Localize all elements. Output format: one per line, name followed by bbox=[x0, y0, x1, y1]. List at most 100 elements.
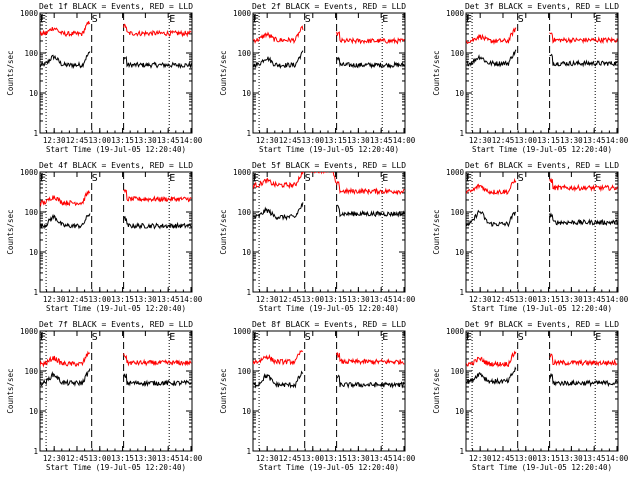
y-tick-label: 1 bbox=[33, 288, 38, 297]
x-tick-label: 13:45 bbox=[157, 454, 180, 463]
data-area bbox=[40, 172, 192, 292]
x-tick-label: 12:45 bbox=[66, 136, 89, 145]
y-tick-label: 100 bbox=[24, 367, 38, 376]
y-tick-label: 1000 bbox=[446, 327, 465, 336]
x-tick-label: 13:30 bbox=[560, 295, 583, 304]
x-tick-label: 13:30 bbox=[347, 454, 370, 463]
events-series-line bbox=[549, 373, 618, 388]
events-series-line bbox=[336, 56, 405, 69]
y-axis-label: Counts/sec bbox=[432, 50, 441, 95]
x-tick-label: 13:15 bbox=[324, 295, 347, 304]
x-tick-label: 13:45 bbox=[583, 454, 606, 463]
x-tick-label: 14:00 bbox=[393, 454, 416, 463]
marker-E: E bbox=[169, 173, 175, 184]
y-tick-label: 10 bbox=[29, 248, 39, 257]
marker-E: E bbox=[382, 14, 388, 25]
plot-frame bbox=[252, 330, 406, 452]
events-series-line bbox=[549, 53, 618, 68]
x-axis-label: Start Time (19-Jul-05 12:20:40) bbox=[46, 463, 186, 472]
events-series-line bbox=[40, 213, 91, 230]
y-tick-label: 100 bbox=[24, 208, 38, 217]
x-axis-label: Start Time (19-Jul-05 12:20:40) bbox=[259, 304, 399, 313]
lld-series-line bbox=[549, 32, 618, 45]
x-tick-label: 13:00 bbox=[301, 136, 324, 145]
x-tick-label: 13:00 bbox=[514, 136, 537, 145]
x-tick-label: 14:00 bbox=[606, 136, 629, 145]
events-series-line bbox=[253, 202, 304, 221]
y-axis-label: Counts/sec bbox=[432, 209, 441, 254]
events-series-line bbox=[123, 373, 192, 388]
y-tick-label: 1000 bbox=[233, 168, 252, 177]
lld-series-line bbox=[336, 180, 405, 196]
lld-series-line bbox=[253, 172, 304, 190]
x-tick-label: 13:45 bbox=[370, 295, 393, 304]
x-tick-label: 12:45 bbox=[492, 136, 515, 145]
marker-E: E bbox=[595, 14, 601, 25]
x-tick-label: 12:45 bbox=[279, 136, 302, 145]
y-tick-label: 100 bbox=[450, 49, 464, 58]
plot-frame bbox=[252, 171, 406, 293]
plot-panel-5: Det 5f BLACK = Events, RED = LLD 1 10 100 10… bbox=[219, 161, 416, 313]
plot-title: Det 2f BLACK = Events, RED = LLD bbox=[252, 2, 406, 11]
lld-series-line bbox=[123, 189, 192, 203]
plot-panel-9: Det 9f BLACK = Events, RED = LLD 1 10 100 10… bbox=[432, 320, 629, 472]
x-axis-label: Start Time (19-Jul-05 12:20:40) bbox=[472, 463, 612, 472]
events-series-line bbox=[123, 55, 192, 69]
plot-panel-4: Det 4f BLACK = Events, RED = LLD 1 10 100 10… bbox=[6, 161, 203, 313]
plot-panel-1: Det 1f BLACK = Events, RED = LLD 1 10 100 10… bbox=[6, 2, 203, 154]
events-series-line bbox=[336, 374, 405, 389]
x-tick-label: 13:00 bbox=[88, 295, 111, 304]
marker-S: S bbox=[518, 173, 524, 184]
lld-series-line bbox=[40, 21, 91, 38]
marker-E: E bbox=[466, 173, 472, 184]
plot-title: Det 4f BLACK = Events, RED = LLD bbox=[39, 161, 193, 170]
x-tick-label: 12:30 bbox=[469, 295, 492, 304]
x-tick-label: 13:00 bbox=[301, 295, 324, 304]
lld-series-line bbox=[253, 350, 304, 366]
y-axis-label: Counts/sec bbox=[219, 50, 228, 95]
plot-frame bbox=[465, 12, 619, 134]
x-tick-label: 12:30 bbox=[469, 454, 492, 463]
x-tick-label: 13:15 bbox=[537, 136, 560, 145]
plot-title: Det 3f BLACK = Events, RED = LLD bbox=[465, 2, 619, 11]
x-tick-label: 14:00 bbox=[606, 454, 629, 463]
x-tick-label: 13:00 bbox=[514, 454, 537, 463]
x-tick-label: 13:45 bbox=[370, 136, 393, 145]
marker-E: E bbox=[40, 173, 46, 184]
y-tick-label: 10 bbox=[455, 407, 465, 416]
x-axis-label: Start Time (19-Jul-05 12:20:40) bbox=[46, 145, 186, 154]
y-tick-label: 1 bbox=[459, 288, 464, 297]
lld-series-line bbox=[336, 31, 405, 45]
marker-E: E bbox=[40, 14, 46, 25]
y-tick-label: 1 bbox=[33, 129, 38, 138]
lld-series-line bbox=[466, 350, 517, 368]
plot-panel-2: Det 2f BLACK = Events, RED = LLD 1 10 100 10… bbox=[219, 2, 416, 154]
y-axis-label: Counts/sec bbox=[219, 368, 228, 413]
x-tick-label: 13:15 bbox=[537, 295, 560, 304]
data-area bbox=[466, 13, 618, 133]
x-tick-label: 13:15 bbox=[324, 454, 347, 463]
marker-S: S bbox=[305, 14, 311, 25]
x-tick-label: 13:30 bbox=[134, 295, 157, 304]
y-tick-label: 1000 bbox=[20, 168, 39, 177]
plot-frame bbox=[465, 171, 619, 293]
y-axis-label: Counts/sec bbox=[432, 368, 441, 413]
lld-series-line bbox=[466, 177, 517, 196]
x-tick-label: 13:30 bbox=[560, 454, 583, 463]
y-tick-label: 10 bbox=[242, 407, 252, 416]
y-tick-label: 1 bbox=[246, 129, 251, 138]
data-area bbox=[253, 172, 405, 292]
x-tick-label: 12:30 bbox=[43, 295, 66, 304]
x-tick-label: 12:30 bbox=[256, 295, 279, 304]
marker-E: E bbox=[253, 14, 259, 25]
events-series-line bbox=[40, 368, 91, 387]
x-tick-label: 13:00 bbox=[88, 136, 111, 145]
y-tick-label: 1 bbox=[246, 288, 251, 297]
y-tick-label: 1000 bbox=[446, 168, 465, 177]
x-tick-label: 12:30 bbox=[256, 136, 279, 145]
events-series-line bbox=[336, 204, 405, 218]
x-tick-label: 13:30 bbox=[560, 136, 583, 145]
events-series-line bbox=[253, 370, 304, 389]
y-axis-label: Counts/sec bbox=[219, 209, 228, 254]
